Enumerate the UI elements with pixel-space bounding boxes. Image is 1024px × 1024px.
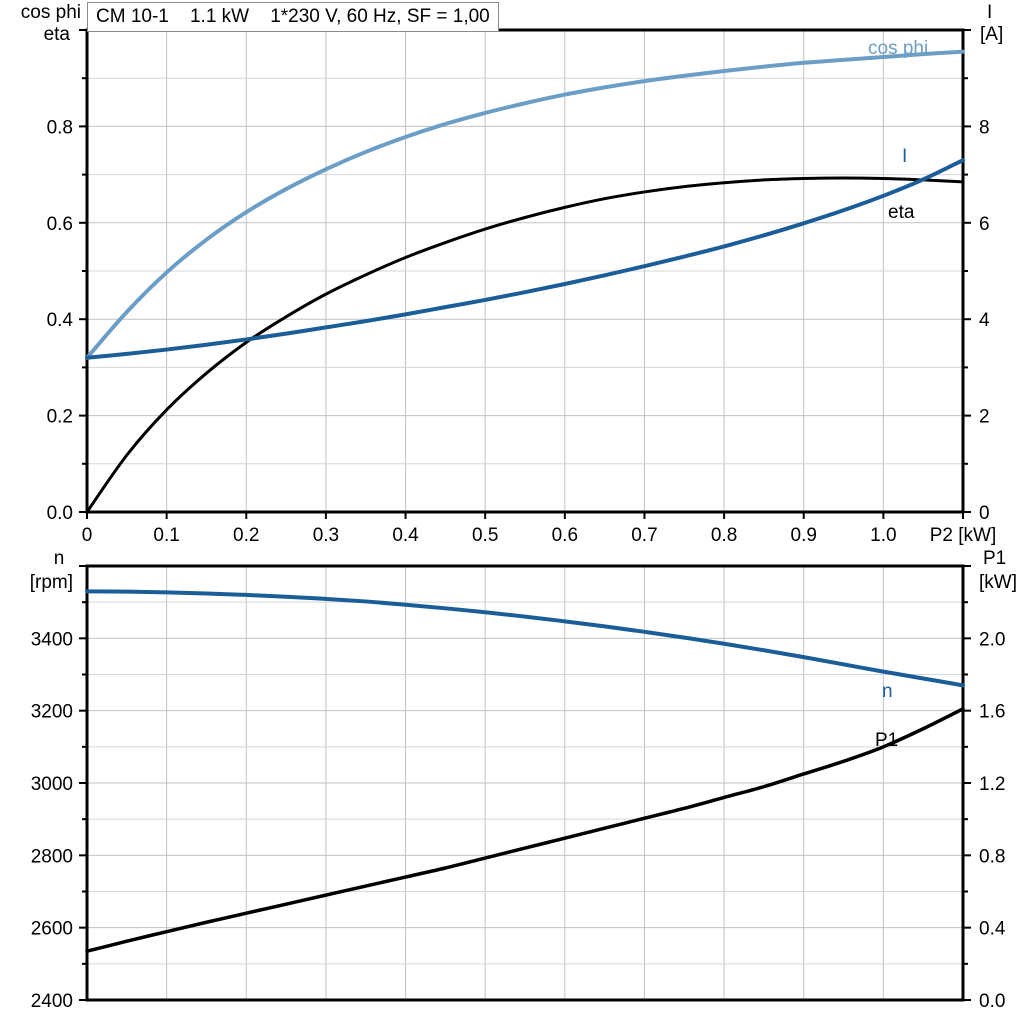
- bottom-chart-tick-labels: 2400 2600 2800 3000 3200 3400 0.0 0.4 0.8 1.2 1.6 2…: [30, 548, 1017, 1012]
- ytick-label-right: 1.2: [979, 774, 1005, 795]
- left-axis-title-line1: n: [54, 548, 65, 569]
- ytick-label-left: 0.6: [47, 214, 73, 235]
- ytick-label-right: 0.8: [979, 846, 1005, 867]
- ytick-label-left: 3200: [31, 702, 73, 723]
- xtick-label: 0.7: [631, 525, 657, 546]
- cos-phi-curve: [85, 49, 965, 360]
- xtick-label: 0.3: [313, 525, 339, 546]
- bottom-chart-gridlines: [86, 565, 964, 1001]
- speed-curve-label: n: [882, 681, 893, 702]
- eta-curve: [85, 176, 965, 514]
- ytick-label-right: 2.0: [979, 629, 1005, 650]
- speed-curve: [85, 589, 965, 688]
- ytick-label-left: 0.8: [47, 117, 73, 138]
- right-axis-title-line1: I: [987, 2, 992, 23]
- xtick-label: 0.9: [791, 525, 817, 546]
- top-chart-panel: CM 10-1 1.1 kW 1*230 V, 60 Hz, SF = 1,00…: [21, 2, 1003, 546]
- ytick-label-right: 0: [979, 503, 990, 524]
- chart-title-box: CM 10-1 1.1 kW 1*230 V, 60 Hz, SF = 1,00: [87, 2, 499, 32]
- current-curve: [85, 158, 965, 360]
- xtick-label: 0.8: [711, 525, 737, 546]
- p1-curve: [85, 707, 965, 953]
- ytick-label-left: 0.0: [47, 503, 73, 524]
- ytick-label-left: 2400: [31, 991, 73, 1012]
- ytick-label-right: 2: [979, 407, 990, 428]
- ytick-label-left: 2800: [31, 846, 73, 867]
- top-chart-frame: [85, 28, 965, 514]
- bottom-chart-curves: [85, 589, 965, 953]
- ytick-label-right: 8: [979, 117, 990, 138]
- top-chart-svg: 0 0.1 0.2 0.3 0.4 0.5 0.6 0.7 0.8 0.9 1.0 P2 [kW] 0.…: [21, 2, 1003, 546]
- xtick-label: 1.0: [870, 525, 896, 546]
- right-axis-title-line2: [A]: [980, 24, 1003, 45]
- top-chart-tick-labels: 0 0.1 0.2 0.3 0.4 0.5 0.6 0.7 0.8 0.9 1.0 P2 [kW] 0.…: [21, 2, 1003, 546]
- p1-curve-label: P1: [875, 730, 898, 751]
- ytick-label-right: 0.4: [979, 919, 1006, 940]
- xtick-label: 0.2: [233, 525, 259, 546]
- xaxis-title: P2 [kW]: [930, 525, 997, 546]
- left-axis-title-line1: cos phi: [21, 2, 81, 23]
- chart-title-text: CM 10-1 1.1 kW 1*230 V, 60 Hz, SF = 1,00: [96, 6, 490, 27]
- right-axis-title-line1: P1: [983, 548, 1006, 569]
- ytick-label-right: 1.6: [979, 702, 1005, 723]
- eta-curve-label: eta: [888, 202, 915, 223]
- xtick-label: 0.4: [392, 525, 419, 546]
- xtick-label: 0: [82, 525, 93, 546]
- ytick-label-right: 0.0: [979, 991, 1005, 1012]
- ytick-label-left: 3000: [31, 774, 73, 795]
- xtick-label: 0.5: [472, 525, 498, 546]
- bottom-chart-curve-labels: n P1: [875, 681, 898, 751]
- ytick-label-left: 0.4: [47, 310, 74, 331]
- ytick-label-left: 3400: [31, 629, 73, 650]
- ytick-label-right: 4: [979, 310, 990, 331]
- xtick-label: 0.1: [153, 525, 179, 546]
- ytick-label-left: 0.2: [47, 407, 73, 428]
- right-axis-title-line2: [kW]: [979, 572, 1017, 593]
- bottom-chart-svg: 2400 2600 2800 3000 3200 3400 0.0 0.4 0.8 1.2 1.6 2…: [30, 548, 1017, 1012]
- xtick-label: 0.6: [552, 525, 578, 546]
- ytick-label-left: 2600: [31, 919, 73, 940]
- bottom-chart-frame: [85, 564, 965, 1002]
- current-curve-label: I: [902, 146, 907, 167]
- left-axis-title-line2: [rpm]: [30, 572, 73, 593]
- top-chart-curves: [85, 49, 965, 514]
- cos-phi-curve-label: cos phi: [868, 38, 928, 59]
- ytick-label-right: 6: [979, 214, 990, 235]
- bottom-chart-panel: 2400 2600 2800 3000 3200 3400 0.0 0.4 0.8 1.2 1.6 2…: [0, 546, 1024, 1024]
- left-axis-title-line2: eta: [44, 24, 71, 45]
